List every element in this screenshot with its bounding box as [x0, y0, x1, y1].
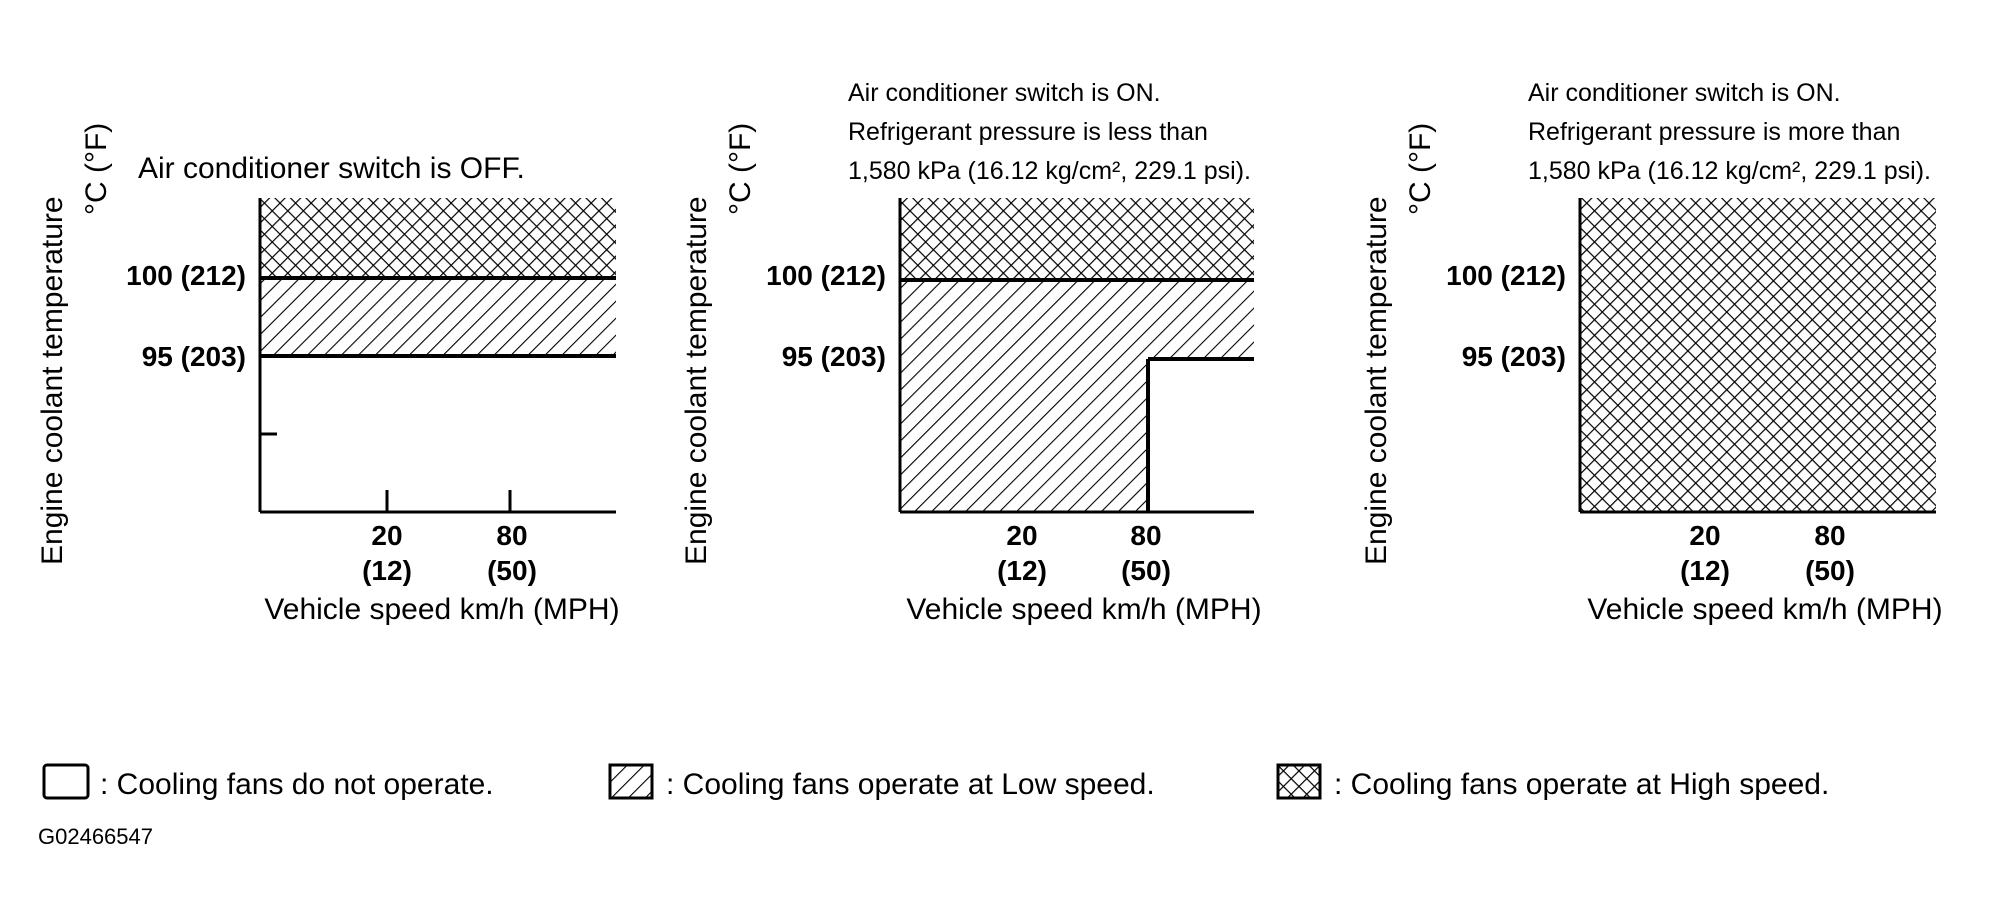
x-tick-label-50: (50) — [1121, 555, 1171, 586]
y-tick-label-95: 95 (203) — [782, 341, 886, 372]
x-tick-label-50: (50) — [1805, 555, 1855, 586]
y-axis-unit: °C (°F) — [1404, 123, 1437, 215]
legend-swatch-crosshatch — [1276, 763, 1322, 800]
x-tick-label-20: 20 — [371, 520, 402, 551]
x-tick-label-20: 20 — [1689, 520, 1720, 551]
figure-id: G02466547 — [38, 824, 153, 849]
chart-ac-off: Air conditioner switch is OFF. Engine co… — [36, 123, 620, 626]
y-tick-label-95: 95 (203) — [142, 341, 246, 372]
y-axis-unit-text: °C (°F) — [1404, 123, 1437, 215]
x-tick-label-20: 20 — [1006, 520, 1037, 551]
y-axis-unit-text: °C (°F) — [80, 123, 113, 215]
chart-ac-on-high-pressure: Air conditioner switch is ON. Refrigeran… — [1360, 79, 1943, 626]
high-speed-zone — [900, 198, 1254, 280]
condition-line-3: 1,580 kPa (16.12 kg/cm², 229.1 psi). — [848, 157, 1251, 185]
x-axis-label: Vehicle speed km/h (MPH) — [1587, 593, 1942, 626]
legend-text: : Cooling fans do not operate. — [100, 768, 494, 801]
high-speed-zone — [260, 198, 616, 278]
condition-line-2: Refrigerant pressure is less than — [848, 118, 1208, 146]
x-tick-label-12: (12) — [362, 555, 412, 586]
y-tick-label-100: 100 (212) — [126, 260, 246, 291]
y-axis-label-text: Engine coolant temperature — [680, 196, 713, 565]
high-speed-zone — [1580, 198, 1936, 512]
condition-line-3: 1,580 kPa (16.12 kg/cm², 229.1 psi). — [1528, 157, 1931, 185]
legend-swatch-hatch — [608, 763, 654, 800]
condition-line-1: Air conditioner switch is ON. — [1528, 79, 1841, 107]
y-tick-label-100: 100 (212) — [1446, 260, 1566, 291]
condition-line: Air conditioner switch is OFF. — [138, 152, 525, 185]
x-tick-label-50: (50) — [487, 555, 537, 586]
y-axis-label-text: Engine coolant temperature — [36, 196, 69, 565]
y-axis-unit-text: °C (°F) — [724, 123, 757, 215]
condition-line-2: Refrigerant pressure is more than — [1528, 118, 1900, 146]
x-tick-label-80: 80 — [1814, 520, 1845, 551]
x-tick-label-80: 80 — [1130, 520, 1161, 551]
legend-item-high-speed: : Cooling fans operate at High speed. — [1276, 763, 1829, 801]
chart-ac-on-low-pressure: Air conditioner switch is ON. Refrigeran… — [680, 79, 1262, 626]
x-axis-label: Vehicle speed km/h (MPH) — [906, 593, 1261, 626]
low-speed-zone — [260, 278, 616, 356]
x-tick-label-80: 80 — [496, 520, 527, 551]
legend-swatch-empty — [42, 763, 90, 800]
low-speed-zone — [900, 280, 1254, 512]
legend-item-low-speed: : Cooling fans operate at Low speed. — [608, 763, 1155, 801]
y-axis-unit: °C (°F) — [724, 123, 757, 215]
y-axis-unit: °C (°F) — [80, 123, 113, 215]
x-axis-label: Vehicle speed km/h (MPH) — [264, 593, 619, 626]
y-axis-label: Engine coolant temperature — [36, 196, 69, 565]
y-axis-label: Engine coolant temperature — [680, 196, 713, 565]
legend-item-not-operate: : Cooling fans do not operate. — [42, 763, 494, 801]
y-tick-label-100: 100 (212) — [766, 260, 886, 291]
y-axis-label-text: Engine coolant temperature — [1360, 196, 1393, 565]
x-tick-label-12: (12) — [1680, 555, 1730, 586]
y-axis-label: Engine coolant temperature — [1360, 196, 1393, 565]
legend-text: : Cooling fans operate at Low speed. — [666, 768, 1155, 801]
legend-text: : Cooling fans operate at High speed. — [1334, 768, 1829, 801]
legend: : Cooling fans do not operate. : Cooling… — [42, 763, 1829, 801]
y-tick-label-95: 95 (203) — [1462, 341, 1566, 372]
condition-line-1: Air conditioner switch is ON. — [848, 79, 1161, 107]
x-tick-label-12: (12) — [997, 555, 1047, 586]
